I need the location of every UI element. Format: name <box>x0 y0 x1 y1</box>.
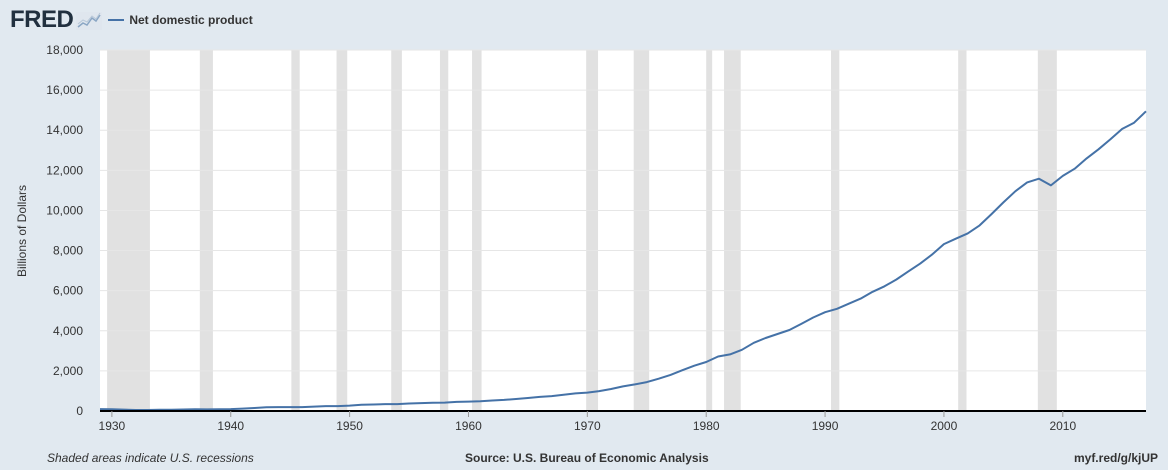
y-tick-label: 12,000 <box>46 163 83 177</box>
x-tick-label: 2010 <box>1049 419 1076 433</box>
series <box>99 110 1147 411</box>
x-tick-label: 1960 <box>455 419 482 433</box>
y-tick-label: 0 <box>76 404 83 418</box>
legend: Net domestic product <box>108 13 253 27</box>
recession-band <box>586 50 599 411</box>
plot-area <box>100 50 1146 412</box>
recession-band <box>724 50 741 411</box>
x-tick-label: 1940 <box>217 419 244 433</box>
x-tick-label: 1930 <box>99 419 126 433</box>
short-url[interactable]: myf.red/g/kjUP <box>1073 451 1158 465</box>
recession-note: Shaded areas indicate U.S. recessions <box>47 451 254 465</box>
recession-band <box>336 50 348 411</box>
x-tick-label: 1950 <box>336 419 363 433</box>
y-axis-title: Billions of Dollars <box>15 185 29 277</box>
legend-swatch <box>108 19 125 21</box>
y-tick-label: 14,000 <box>46 123 83 137</box>
x-tick-label: 1970 <box>574 419 601 433</box>
y-tick-label: 16,000 <box>46 83 83 97</box>
fred-logo[interactable]: FRED <box>10 6 74 33</box>
recession-band <box>439 50 449 411</box>
recession-band <box>199 50 213 411</box>
chart-header: FRED Net domestic product <box>10 6 253 34</box>
x-tick-label: 1990 <box>812 419 839 433</box>
recession-band <box>107 50 150 411</box>
y-tick-label: 6,000 <box>53 284 83 298</box>
legend-label: Net domestic product <box>129 13 253 27</box>
y-tick-label: 10,000 <box>46 203 83 217</box>
y-tick-label: 8,000 <box>53 244 83 258</box>
recession-band <box>633 50 650 411</box>
y-axis-ticks: 0 2,000 4,000 6,000 8,000 10,000 12,000 14,000 1… <box>46 43 83 418</box>
y-tick-label: 2,000 <box>53 364 83 378</box>
x-axis-ticks: 1930 1940 1950 1960 1970 1980 1990 2000 2010 <box>99 411 1076 433</box>
recession-bands <box>107 50 1057 411</box>
y-tick-label: 4,000 <box>53 324 83 338</box>
recession-band <box>1037 50 1057 411</box>
recession-band <box>958 50 967 411</box>
source-note[interactable]: Source: U.S. Bureau of Economic Analysis <box>465 451 709 465</box>
x-tick-label: 1980 <box>693 419 720 433</box>
gridlines <box>100 49 1146 372</box>
x-tick-label: 2000 <box>931 419 958 433</box>
series-line <box>99 110 1147 411</box>
y-tick-label: 18,000 <box>46 43 83 57</box>
chart-line-icon <box>76 12 103 30</box>
recession-band <box>706 50 713 411</box>
recession-band <box>391 50 402 411</box>
recession-band <box>291 50 300 411</box>
recession-band <box>472 50 482 411</box>
recession-band <box>831 50 840 411</box>
